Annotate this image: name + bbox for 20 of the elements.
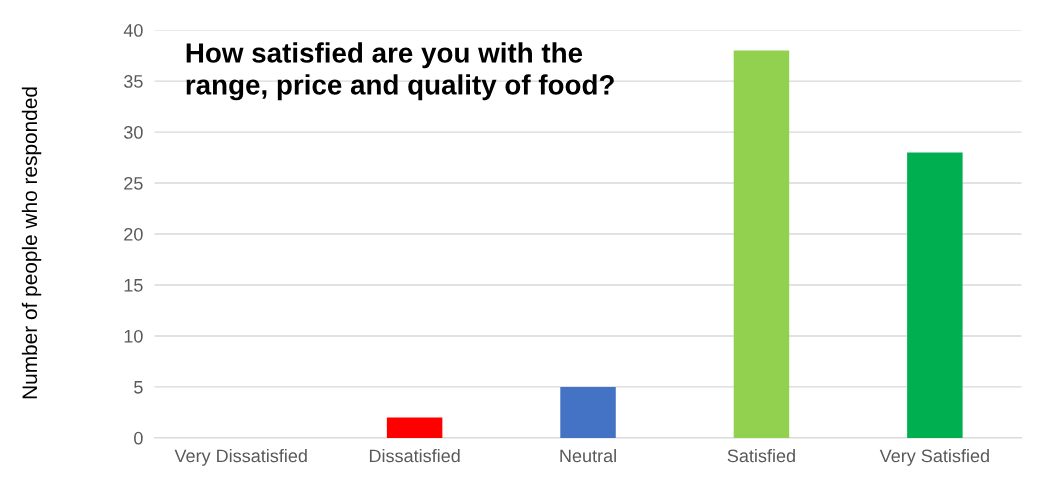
bar [907,152,963,438]
bar [733,50,790,438]
text: How satisfied are you with the range, price and quality of food? [186,42,614,101]
x-tick-label: Satisfied [727,449,795,463]
x-tick-label: Very Satisfied [879,449,989,466]
bar [386,417,443,438]
y-tick-label: 0 [134,431,143,445]
y-tick-label: 30 [123,126,143,139]
y-tick-label: 20 [124,227,143,241]
y-tick-label: 25 [124,176,143,190]
bar [560,386,616,438]
y-tick-label: 5 [134,381,143,394]
y-tick-label: 35 [123,75,143,88]
y-tick-label: 15 [124,279,143,292]
y-axis-title: Number of people who responded [21,87,42,399]
x-tick-label: Very Dissatisfied [174,449,307,466]
y-tick-label: 40 [123,24,143,37]
x-tick-label: Neutral [560,449,616,463]
x-tick-label: Dissatisfied [369,449,460,463]
y-tick-label: 10 [124,329,143,343]
